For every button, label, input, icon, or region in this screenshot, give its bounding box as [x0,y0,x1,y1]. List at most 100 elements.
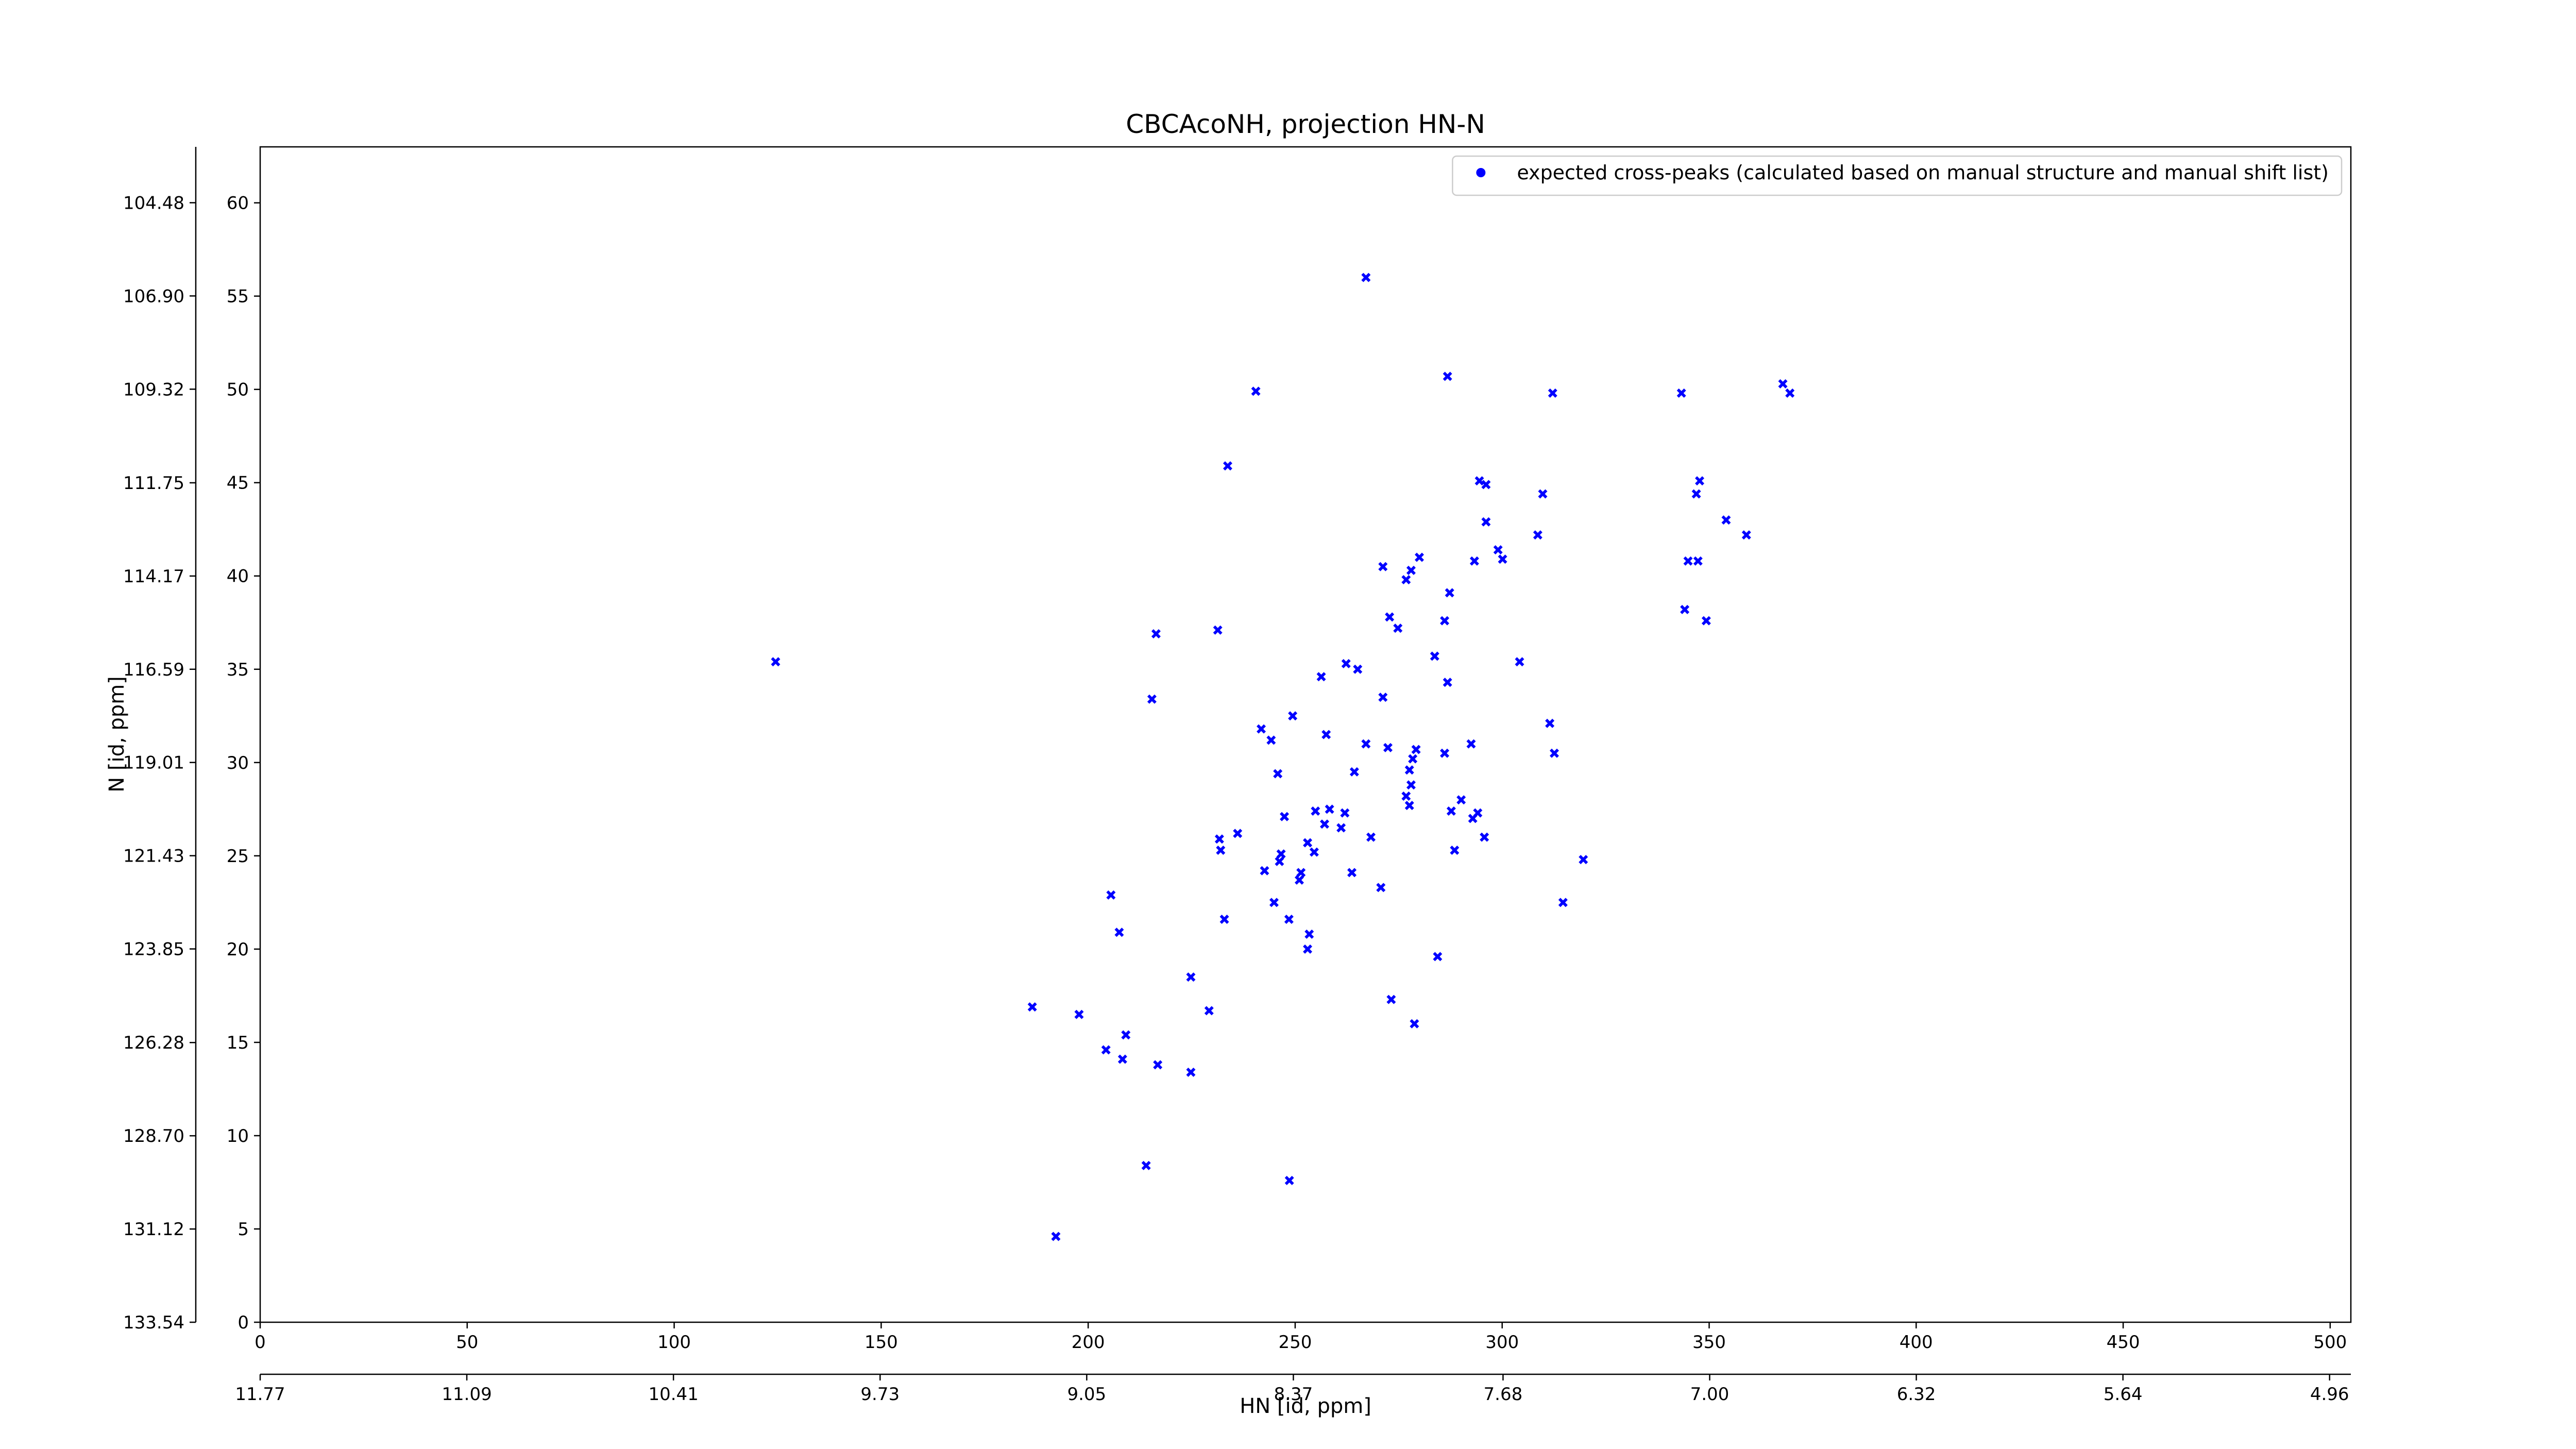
plot-frame [259,146,2352,1323]
cross-peak-marker [1284,914,1294,924]
cross-peak-marker [1404,765,1414,775]
cross-peak-marker [1303,838,1313,848]
cross-peak-marker [1341,659,1351,668]
cross-peak-marker [1701,616,1711,626]
cross-peak-marker [1433,952,1443,962]
cross-peak-marker [1275,856,1284,866]
y2-tick-label: 106.90 [123,286,184,307]
y2-tick-label: 133.54 [123,1312,184,1333]
cross-peak-marker [1443,372,1452,381]
cross-peak-marker [1251,386,1261,396]
cross-peak-marker [1186,972,1196,982]
x-tick-label: 500 [2313,1332,2347,1353]
cross-peak-marker [1266,735,1276,745]
y-tick-label: 30 [227,753,249,773]
y-tick-label: 60 [227,193,249,214]
cross-peak-marker [1410,1019,1419,1029]
cross-peak-marker [1121,1030,1131,1040]
cross-peak-marker [1446,806,1456,816]
cross-peak-marker [1548,388,1557,398]
cross-peak-marker [1676,388,1686,398]
y2-tick-label: 119.01 [123,753,184,773]
x2-tick-label: 8.37 [1274,1384,1313,1405]
cross-peak-marker [1213,625,1223,635]
cross-peak-marker [1549,748,1559,758]
cross-peak-marker [771,657,781,667]
y2-tick-label: 114.17 [123,566,184,587]
cross-peak-marker [1430,651,1439,661]
cross-peak-marker [1366,832,1376,842]
x-tick-label: 200 [1072,1332,1105,1353]
y2-tick-label: 128.70 [123,1126,184,1147]
cross-peak-marker [1141,1160,1151,1170]
legend-label: expected cross-peaks (calculated based o… [1517,161,2329,184]
x-tick-label: 100 [657,1332,691,1353]
cross-peak-marker [1785,388,1795,398]
y2-tick-label: 131.12 [123,1219,184,1240]
cross-peak-marker [1493,545,1503,555]
cross-peak-marker [1276,849,1286,859]
cross-peak-marker [1214,834,1224,844]
cross-peak-marker [1204,1006,1214,1016]
cross-peak-marker [1294,875,1304,885]
y2-tick-label: 109.32 [123,379,184,400]
cross-peak-marker [1223,461,1232,471]
cross-peak-marker [1538,489,1548,499]
x2-tick-label: 9.05 [1067,1384,1106,1405]
cross-peak-marker [1691,489,1701,499]
cross-peak-marker [1349,767,1359,777]
cross-peak-marker [1683,556,1693,566]
x-tick-label: 250 [1278,1332,1312,1353]
cross-peak-marker [1257,724,1266,734]
x-tick-label: 400 [1900,1332,1933,1353]
cross-peak-marker [1778,379,1788,389]
cross-peak-marker [1340,808,1350,818]
cross-peak-marker [1219,914,1229,924]
cross-peak-marker [1233,829,1243,838]
y-axis-label: N [id, ppm] [105,676,129,793]
y-tick-label: 25 [227,846,249,867]
cross-peak-marker [1445,588,1454,598]
cross-peak-marker [1284,1175,1294,1185]
cross-peak-marker [1296,868,1306,878]
cross-peak-marker [1101,1045,1111,1055]
x2-tick-label: 5.64 [2104,1384,2143,1405]
cross-peak-marker [1147,694,1157,704]
cross-peak-marker [1480,832,1489,842]
cross-peak-marker [1273,769,1283,779]
cross-peak-marker [1304,929,1314,939]
cross-peak-marker [1319,819,1329,829]
x2-tick-label: 6.32 [1897,1384,1936,1405]
y-tick-label: 45 [227,473,249,494]
cross-peak-marker [1106,890,1116,900]
cross-peak-marker [1269,898,1279,907]
x2-tick-label: 11.77 [235,1384,285,1405]
cross-peak-marker [1260,866,1269,875]
x-tick-label: 450 [2107,1332,2140,1353]
cross-peak-marker [1353,664,1363,674]
cross-peak-marker [1481,480,1491,490]
cross-peak-marker [1411,745,1421,754]
y-tick-label: 40 [227,566,249,587]
x-tick-label: 150 [865,1332,898,1353]
cross-peak-marker [1378,693,1388,702]
cross-peak-marker [1443,678,1452,687]
y2-tick-label: 116.59 [123,660,184,680]
cross-peak-marker [1406,565,1416,575]
cross-peak-marker [1408,754,1418,764]
cross-peak-marker [1186,1067,1196,1077]
y-tick-label: 35 [227,660,249,680]
cross-peak-marker [1450,845,1460,855]
x2-tick-label: 4.96 [2310,1384,2349,1405]
x2-tick-label: 11.09 [442,1384,492,1405]
cross-peak-marker [1579,855,1588,865]
x-tick-label: 50 [456,1332,478,1353]
cross-peak-marker [1721,515,1731,525]
y2-tick-label: 111.75 [123,473,184,494]
cross-peak-marker [1545,718,1555,728]
cross-peak-marker [1414,552,1424,562]
x2-tick-label: 7.68 [1484,1384,1523,1405]
cross-peak-marker [1153,1060,1163,1070]
cross-peak-marker [1515,657,1524,667]
